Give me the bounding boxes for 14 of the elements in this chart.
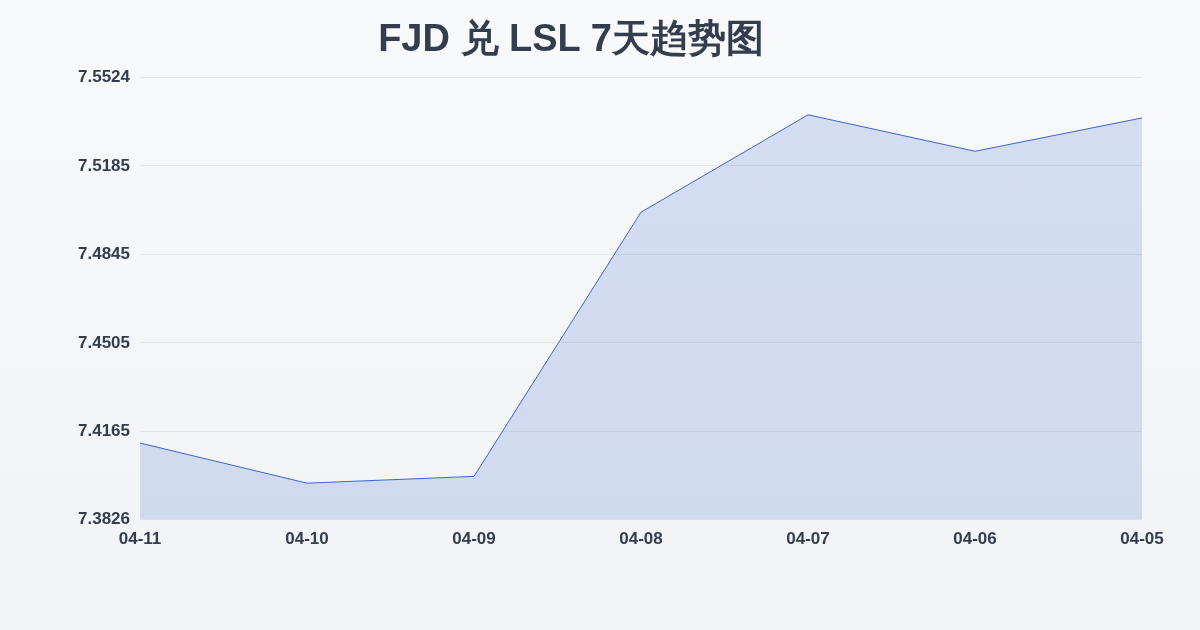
x-tick-label: 04-08 <box>619 529 663 549</box>
y-tick-label: 7.4505 <box>78 332 130 352</box>
x-tick-label: 04-11 <box>118 529 162 549</box>
x-tick-label: 04-10 <box>285 529 329 549</box>
x-tick-label: 04-06 <box>953 529 997 549</box>
x-tick-label: 04-07 <box>786 529 830 549</box>
chart-title: FJD 兑 LSL 7天趋势图 <box>378 17 764 60</box>
y-tick-label: 7.4165 <box>78 421 130 441</box>
y-tick-label: 7.5524 <box>78 67 131 87</box>
y-tick-label: 7.3826 <box>78 509 130 529</box>
y-tick-label: 7.4845 <box>78 244 130 264</box>
x-tick-label: 04-09 <box>452 529 496 549</box>
x-tick-label: 04-05 <box>1120 529 1164 549</box>
y-tick-label: 7.5185 <box>78 155 130 175</box>
